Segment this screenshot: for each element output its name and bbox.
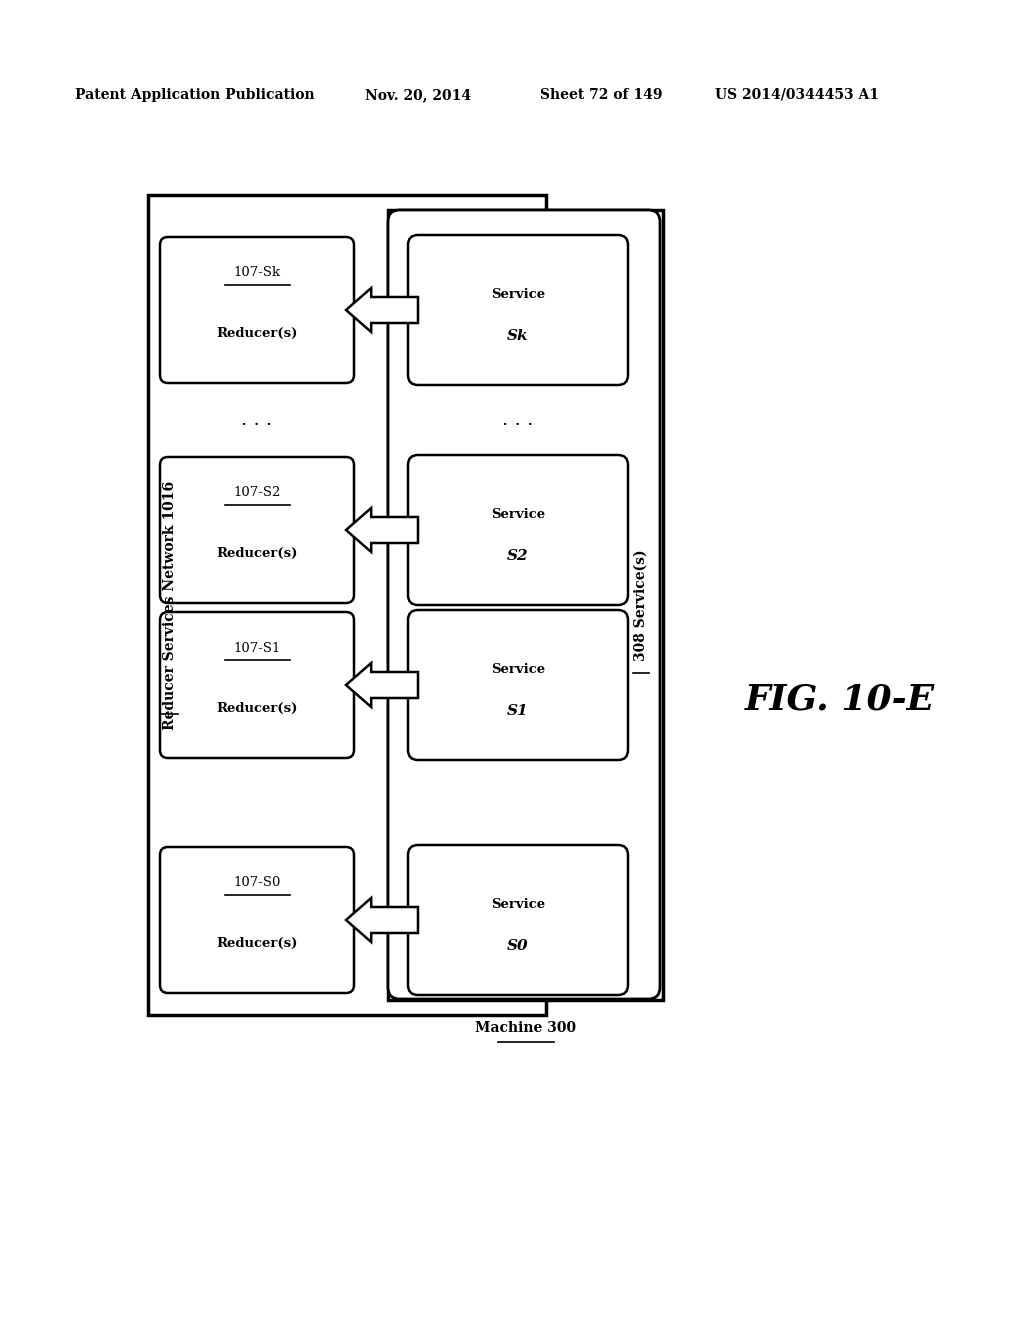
FancyBboxPatch shape (160, 612, 354, 758)
Text: 308 Service(s): 308 Service(s) (634, 549, 648, 661)
FancyBboxPatch shape (408, 610, 628, 760)
Text: Reducer(s): Reducer(s) (216, 327, 298, 339)
Text: S0: S0 (507, 939, 528, 953)
Text: Reducer(s): Reducer(s) (216, 937, 298, 950)
Text: Reducer(s): Reducer(s) (216, 546, 298, 560)
Text: Service: Service (490, 898, 545, 911)
Text: 107-Sk: 107-Sk (233, 267, 281, 280)
FancyBboxPatch shape (408, 455, 628, 605)
Text: Service: Service (490, 508, 545, 521)
Text: Reducer(s): Reducer(s) (216, 702, 298, 715)
Bar (388, 210, 663, 1001)
Text: S1: S1 (507, 704, 528, 718)
Text: S2: S2 (507, 549, 528, 564)
Text: Machine 300: Machine 300 (475, 1020, 577, 1035)
Text: 107-S1: 107-S1 (233, 642, 281, 655)
Text: 107-S2: 107-S2 (233, 487, 281, 499)
Text: . . .: . . . (503, 411, 534, 429)
Text: Service: Service (490, 288, 545, 301)
FancyBboxPatch shape (160, 847, 354, 993)
FancyBboxPatch shape (408, 845, 628, 995)
Text: FIG. 10-E: FIG. 10-E (744, 682, 935, 717)
Text: US 2014/0344453 A1: US 2014/0344453 A1 (715, 88, 879, 102)
FancyBboxPatch shape (408, 235, 628, 385)
Polygon shape (346, 898, 418, 942)
Text: Reducer Services Network 1016: Reducer Services Network 1016 (163, 480, 177, 730)
Text: Service: Service (490, 663, 545, 676)
Text: Sk: Sk (507, 329, 528, 343)
FancyBboxPatch shape (160, 457, 354, 603)
Bar (148, 195, 546, 1015)
Text: Patent Application Publication: Patent Application Publication (75, 88, 314, 102)
FancyBboxPatch shape (388, 210, 660, 999)
Text: Sheet 72 of 149: Sheet 72 of 149 (540, 88, 663, 102)
Polygon shape (346, 663, 418, 708)
Text: . . .: . . . (242, 411, 272, 429)
Polygon shape (346, 288, 418, 333)
Polygon shape (346, 508, 418, 552)
FancyBboxPatch shape (160, 238, 354, 383)
Text: 107-S0: 107-S0 (233, 876, 281, 890)
Text: Nov. 20, 2014: Nov. 20, 2014 (365, 88, 471, 102)
